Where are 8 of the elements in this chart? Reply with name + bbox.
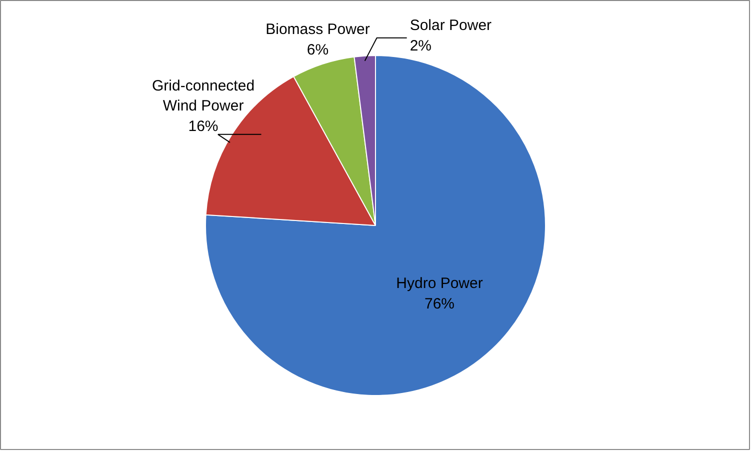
data-label: 2% [410,38,432,55]
data-label: 76% [424,295,455,312]
slice-label: Hydro Power [396,274,483,292]
data-label: 16% [188,118,218,136]
slice-label: Grid-connected Wind Power [152,77,255,115]
data-label: 6% [306,41,329,58]
slice-label: Biomass Power [266,20,370,38]
slice-label: Solar Power [410,17,492,34]
